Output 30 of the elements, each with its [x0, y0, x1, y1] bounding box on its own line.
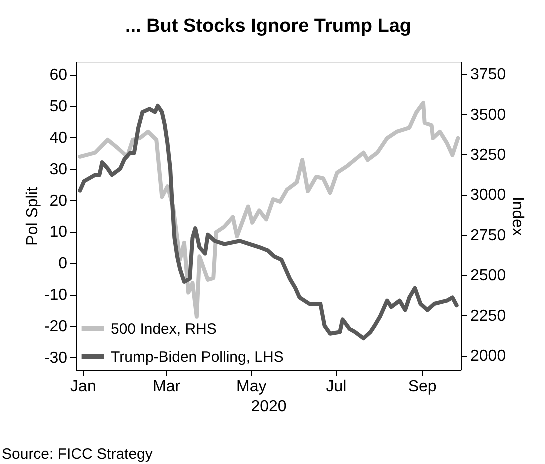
- y2-axis-title: Index: [509, 196, 526, 236]
- legend-label: Trump-Biden Polling, LHS: [111, 349, 284, 366]
- y2-tick-label: 2500: [470, 268, 506, 285]
- y2-tick-label: 2750: [470, 227, 506, 244]
- x-axis-title: 2020: [251, 398, 287, 416]
- y-tick-label: 50: [50, 98, 68, 116]
- y-tick-label: 10: [50, 224, 68, 242]
- x-tick-label: Jan: [70, 378, 96, 396]
- y2-tick-label: 3250: [470, 146, 506, 164]
- y2-tick-label: 2000: [470, 348, 506, 366]
- y-tick-label: 20: [50, 192, 68, 210]
- x-tick-label: Sep: [408, 378, 437, 396]
- y2-tick-label: 3000: [470, 187, 506, 204]
- y2-tick-label: 3750: [470, 66, 506, 84]
- legend-label: 500 Index, RHS: [111, 321, 217, 338]
- chart-title: ... But Stocks Ignore Trump Lag: [125, 16, 412, 37]
- x-tick-label: Jul: [326, 378, 347, 396]
- y-tick-label: -10: [44, 287, 68, 304]
- x-tick-label: Mar: [153, 378, 182, 396]
- y-tick-label: 30: [50, 161, 68, 178]
- y2-tick-label: 2250: [470, 308, 506, 325]
- x-tick-label: May: [236, 378, 267, 396]
- y-tick-label: 40: [50, 130, 68, 147]
- y-tick-label: -20: [44, 318, 68, 336]
- y-tick-label: 60: [50, 67, 68, 84]
- y-tick-label: -30: [44, 350, 68, 367]
- y2-tick-label: 3500: [470, 106, 506, 124]
- source-note: Source: FICC Strategy: [2, 446, 154, 463]
- y-axis-title: Pol Split: [24, 186, 42, 246]
- y-tick-label: 0: [58, 256, 68, 273]
